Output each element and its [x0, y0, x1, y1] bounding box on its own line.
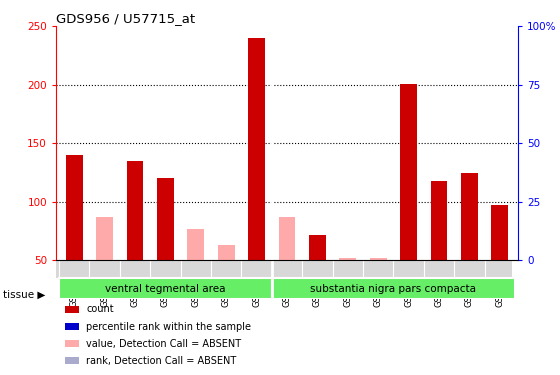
Bar — [188, 229, 204, 260]
Bar — [492, 205, 508, 260]
Text: tissue ▶: tissue ▶ — [3, 290, 45, 299]
Text: GDS956 / U57715_at: GDS956 / U57715_at — [56, 12, 195, 25]
Text: count: count — [86, 304, 114, 315]
Bar — [279, 217, 295, 260]
Bar — [218, 245, 235, 260]
Text: percentile rank within the sample: percentile rank within the sample — [86, 321, 251, 332]
Bar — [65, 323, 79, 330]
Bar — [272, 278, 515, 299]
Text: ventral tegmental area: ventral tegmental area — [105, 284, 226, 294]
Bar — [65, 306, 79, 313]
Bar — [309, 234, 326, 260]
Bar — [157, 178, 174, 260]
Bar — [66, 155, 82, 260]
Bar — [461, 172, 478, 260]
Bar — [248, 38, 265, 260]
Bar — [96, 217, 113, 260]
Bar — [59, 278, 272, 299]
Bar — [65, 340, 79, 347]
Bar — [370, 258, 386, 260]
Bar — [339, 258, 356, 260]
Bar — [400, 84, 417, 260]
Text: value, Detection Call = ABSENT: value, Detection Call = ABSENT — [86, 339, 241, 349]
Text: substantia nigra pars compacta: substantia nigra pars compacta — [310, 284, 477, 294]
Bar — [65, 357, 79, 364]
Bar — [56, 260, 512, 278]
Bar — [431, 181, 447, 260]
Text: rank, Detection Call = ABSENT: rank, Detection Call = ABSENT — [86, 356, 236, 366]
Bar — [127, 161, 143, 260]
